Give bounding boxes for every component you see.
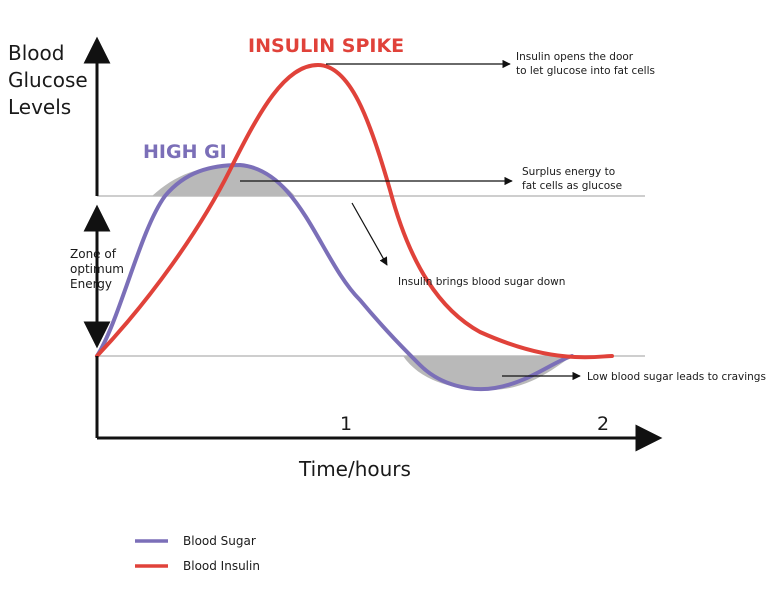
x-axis-label: Time/hours — [298, 457, 411, 481]
x-tick-label-2: 2 — [597, 413, 609, 435]
annotation-insulin-door: Insulin opens the door to let glucose in… — [516, 51, 655, 77]
high-gi-title: HIGH GI — [143, 141, 227, 163]
y-axis-label-line-3: Levels — [8, 95, 71, 119]
zone-label: Zone of optimum Energy — [70, 247, 128, 291]
zone-label-line-1: Zone of — [70, 247, 117, 261]
zone-label-line-2: optimum — [70, 262, 124, 276]
annotation-surplus: Surplus energy to fat cells as glucose — [522, 166, 622, 192]
annotation-arrow-brings-down — [351, 202, 388, 266]
y-axis-label-line-2: Glucose — [8, 68, 88, 92]
annotation-surplus-line-1: Surplus energy to — [522, 166, 615, 178]
legend-label-blood-insulin: Blood Insulin — [183, 559, 260, 573]
annotation-insulin-door-line-2: to let glucose into fat cells — [516, 65, 655, 77]
y-axis-label-line-1: Blood — [8, 41, 64, 65]
annotation-surplus-line-2: fat cells as glucose — [522, 180, 622, 192]
zone-label-line-3: Energy — [70, 277, 112, 291]
annotation-low-sugar: Low blood sugar leads to cravings — [587, 371, 766, 383]
legend-label-blood-sugar: Blood Sugar — [183, 534, 256, 548]
x-tick-label-1: 1 — [340, 413, 352, 435]
y-axis-label: Blood Glucose Levels — [8, 41, 94, 119]
annotation-brings-down: Insulin brings blood sugar down — [398, 276, 565, 288]
series-line-blood-sugar — [95, 162, 574, 392]
series-line-blood-insulin — [95, 62, 614, 360]
insulin-spike-title: INSULIN SPIKE — [248, 35, 404, 57]
annotation-insulin-door-line-1: Insulin opens the door — [516, 51, 634, 63]
